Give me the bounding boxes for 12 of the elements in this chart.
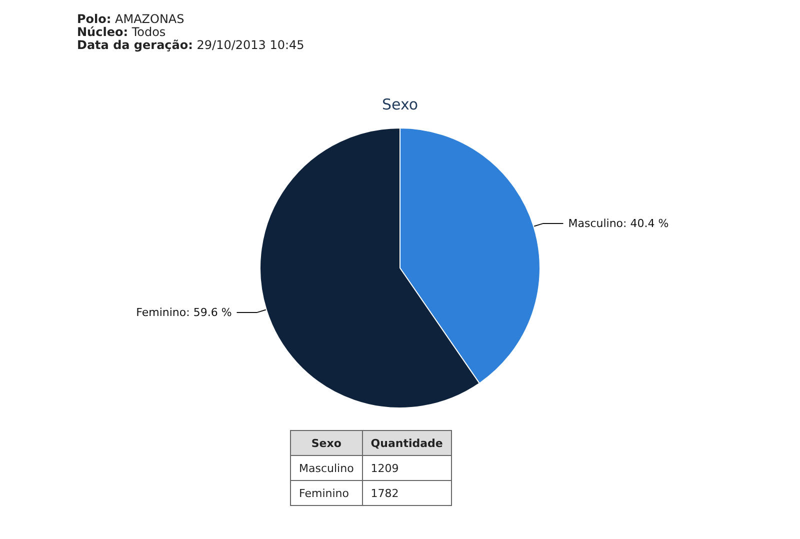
- data-label: 1782: [362, 480, 452, 506]
- text: Data da geração: 29/10/2013 10:45: [77, 38, 304, 52]
- category-label: Masculino: [290, 456, 362, 480]
- text: Polo: AMAZONAS: [77, 12, 186, 26]
- chart-title: Sexo: [382, 96, 418, 114]
- text: Quantidade: [362, 430, 452, 456]
- slice-label: Masculino: 40.4 %: [568, 216, 669, 230]
- slice-label: Feminino: 59.6 %: [136, 306, 232, 320]
- category-label: Feminino: [290, 480, 362, 506]
- text: Núcleo: Todos: [77, 25, 167, 39]
- text: Sexo: [290, 430, 362, 456]
- data-label: 1209: [362, 456, 452, 480]
